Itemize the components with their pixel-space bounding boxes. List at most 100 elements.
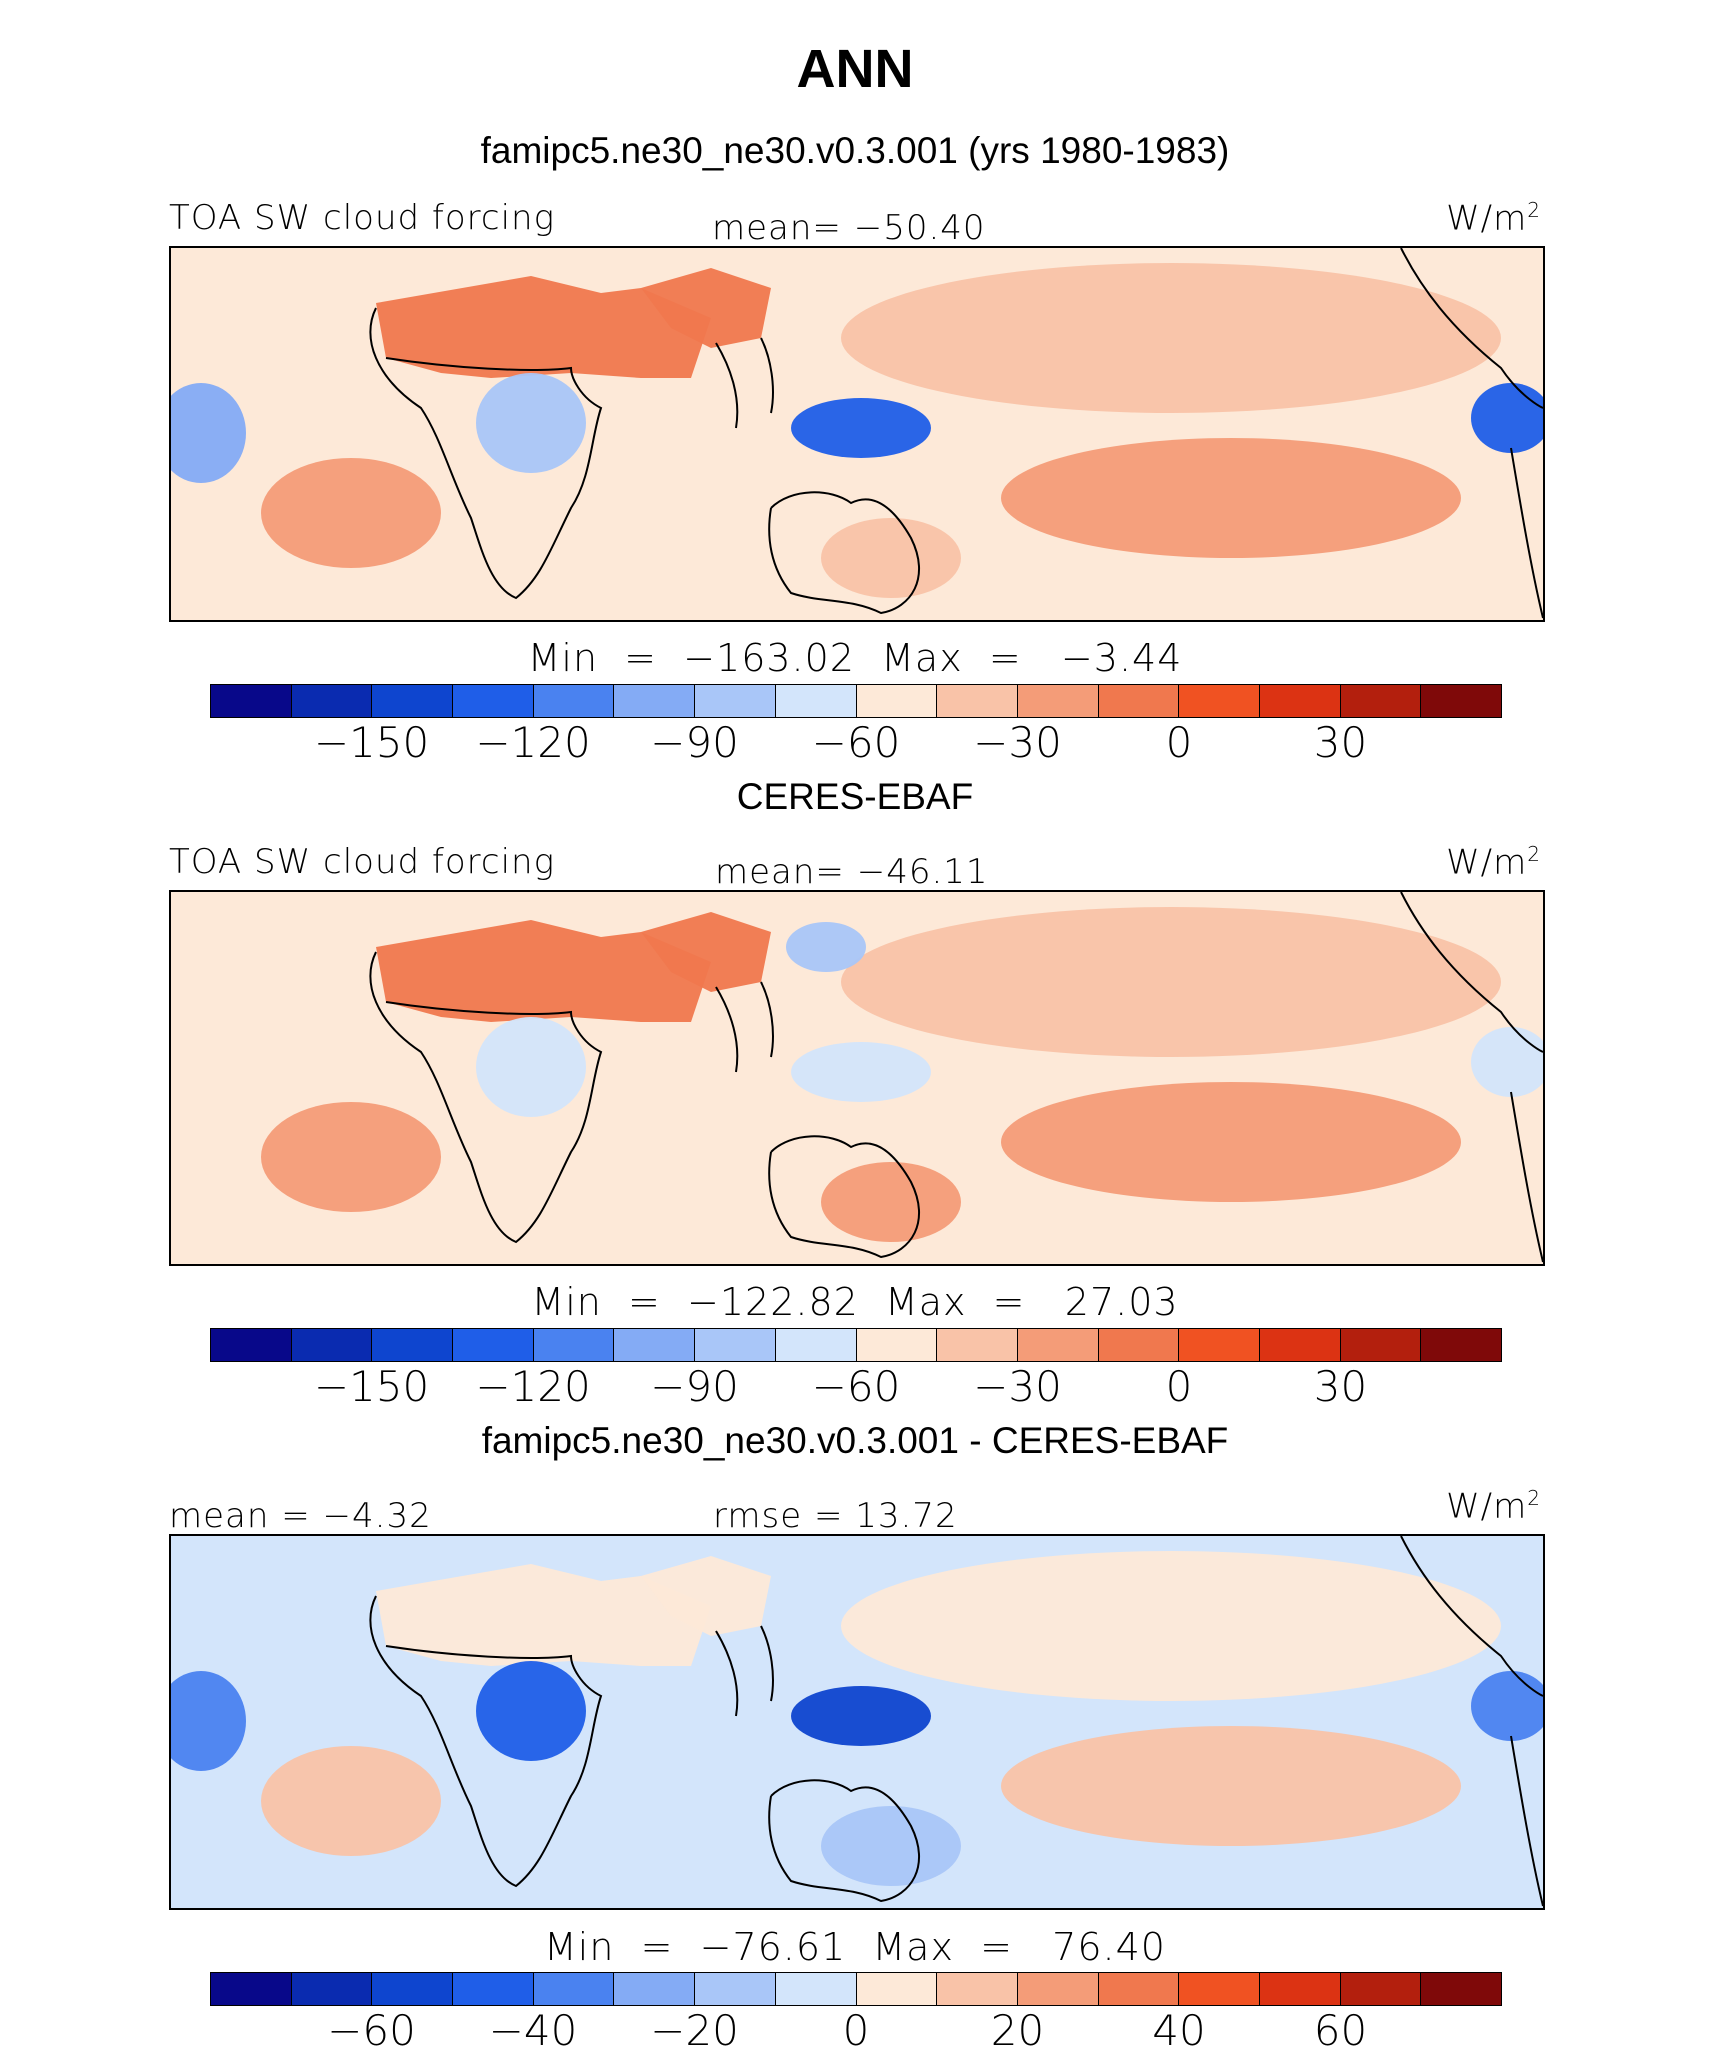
panel-3-title: famipc5.ne30_ne30.v0.3.001 - CERES-EBAF	[481, 1420, 1229, 1461]
coastline	[768, 1135, 921, 1259]
colorbar-tick-label: 40	[1152, 2006, 1206, 2055]
colorbar-tick-label: −120	[475, 718, 591, 767]
colorbar-swatch	[1259, 1329, 1341, 1361]
coastline	[1510, 447, 1543, 619]
panel-2-title: CERES-EBAF	[736, 776, 974, 817]
colorbar-swatch	[1017, 685, 1099, 717]
coastline	[715, 986, 739, 1073]
colorbar-swatch	[856, 685, 938, 717]
panel-3-colorbar-ticks: −60 −40 −20 0 20 40 60	[210, 2006, 1502, 2055]
colorbar-swatch	[372, 1329, 454, 1361]
colorbar-swatch	[453, 1329, 534, 1361]
coastline	[715, 1630, 739, 1717]
colorbar-swatch	[291, 685, 373, 717]
colorbar-swatch	[937, 685, 1018, 717]
colorbar-swatch	[1179, 1329, 1260, 1361]
panel-3-rmse-label: rmse = 13.72	[713, 1496, 958, 1536]
central-africa-anomaly	[476, 373, 586, 473]
colorbar-tick-label: 30	[1313, 718, 1368, 767]
colorbar-tick-label: −30	[973, 718, 1062, 767]
coastline	[1510, 1735, 1543, 1907]
colorbar-swatch	[1017, 1973, 1099, 2005]
pacific-anomaly	[841, 907, 1501, 1057]
colorbar-tick-label: 60	[1313, 2006, 1368, 2055]
arabia-anomaly	[641, 1556, 771, 1636]
colorbar-swatch	[533, 685, 615, 717]
panel-1-mean-label: mean= −50.40	[712, 208, 986, 248]
panel-1-map	[169, 246, 1545, 622]
colorbar-swatch	[533, 1973, 615, 2005]
panel-2-map	[169, 890, 1545, 1266]
south-pacific-anomaly	[1001, 438, 1461, 558]
coastline	[760, 1625, 774, 1702]
south-pacific-anomaly	[1001, 1726, 1461, 1846]
coastline	[760, 981, 774, 1058]
colorbar-swatch	[937, 1973, 1018, 2005]
colorbar-tick-label: −90	[650, 718, 739, 767]
panel-3-colorbar	[210, 1972, 1502, 2006]
colorbar-swatch	[211, 685, 292, 717]
coastline	[1510, 1091, 1543, 1263]
panel-3-mean-label: mean = −4.32	[169, 1496, 432, 1536]
colorbar-swatch	[1421, 1329, 1501, 1361]
coastline	[768, 1779, 921, 1903]
australia-anomaly	[821, 518, 961, 598]
pacific-anomaly	[841, 263, 1501, 413]
central-america-anomaly	[1471, 383, 1543, 453]
colorbar-tick-label: −60	[327, 2006, 416, 2055]
colorbar-swatch	[1098, 1329, 1180, 1361]
panel-1-variable-label: TOA SW cloud forcing	[169, 198, 555, 238]
colorbar-swatch	[695, 1973, 776, 2005]
colorbar-swatch	[372, 685, 454, 717]
colorbar-swatch	[1259, 685, 1341, 717]
panel-3-map	[169, 1534, 1545, 1910]
panel-2-colorbar	[210, 1328, 1502, 1362]
coastline	[1400, 1536, 1543, 1697]
colorbar-tick-label: −150	[313, 718, 430, 767]
coastline	[760, 337, 774, 414]
colorbar-swatch	[372, 1973, 454, 2005]
colorbar-swatch	[614, 1329, 696, 1361]
colorbar-tick-label: −120	[475, 1362, 591, 1411]
pacific-anomaly	[841, 1551, 1501, 1701]
panel-1-title: famipc5.ne30_ne30.v0.3.001 (yrs 1980-198…	[480, 130, 1230, 171]
australia-anomaly	[821, 1162, 961, 1242]
colorbar-tick-label: −150	[313, 1362, 430, 1411]
colorbar-tick-label: 0	[1165, 718, 1193, 767]
colorbar-swatch	[695, 1329, 776, 1361]
colorbar-tick-label: −60	[811, 718, 901, 767]
sahara-anomaly	[376, 1564, 711, 1666]
colorbar-tick-label: −90	[650, 1362, 739, 1411]
panel-2-mean-label: mean= −46.11	[715, 852, 989, 892]
colorbar-swatch	[211, 1973, 292, 2005]
colorbar-tick-label: −40	[488, 2006, 578, 2055]
panel-3-units: W/m2	[1446, 1486, 1541, 1527]
colorbar-tick-label: −20	[650, 2006, 739, 2055]
colorbar-swatch	[1421, 685, 1501, 717]
panel-2-units: W/m2	[1446, 842, 1541, 883]
colorbar-swatch	[1259, 1973, 1341, 2005]
colorbar-swatch	[1340, 685, 1422, 717]
central-america-anomaly	[1471, 1027, 1543, 1097]
panel-1-colorbar-ticks: −150 −120 −90 −60 −30 0 30	[210, 718, 1502, 767]
amazon-anomaly	[171, 383, 246, 483]
colorbar-swatch	[533, 1329, 615, 1361]
south-atlantic-anomaly	[261, 458, 441, 568]
colorbar-tick-label: 0	[1165, 1362, 1193, 1411]
colorbar-swatch	[1179, 1973, 1260, 2005]
panel-3-minmax: Min = −76.61 Max = 76.40	[544, 1925, 1166, 1969]
coastline	[369, 951, 603, 1244]
south-atlantic-anomaly	[261, 1102, 441, 1212]
colorbar-swatch	[775, 685, 857, 717]
panel-1-colorbar	[210, 684, 1502, 718]
colorbar-swatch	[1098, 685, 1180, 717]
colorbar-swatch	[775, 1329, 857, 1361]
maritime-continent-anomaly	[791, 398, 931, 458]
coastline	[768, 491, 921, 615]
colorbar-swatch	[614, 685, 696, 717]
colorbar-swatch	[856, 1329, 938, 1361]
colorbar-swatch	[695, 685, 776, 717]
coastline	[369, 307, 603, 600]
panel-2-colorbar-ticks: −150 −120 −90 −60 −30 0 30	[210, 1362, 1502, 1411]
south-pacific-anomaly	[1001, 1082, 1461, 1202]
